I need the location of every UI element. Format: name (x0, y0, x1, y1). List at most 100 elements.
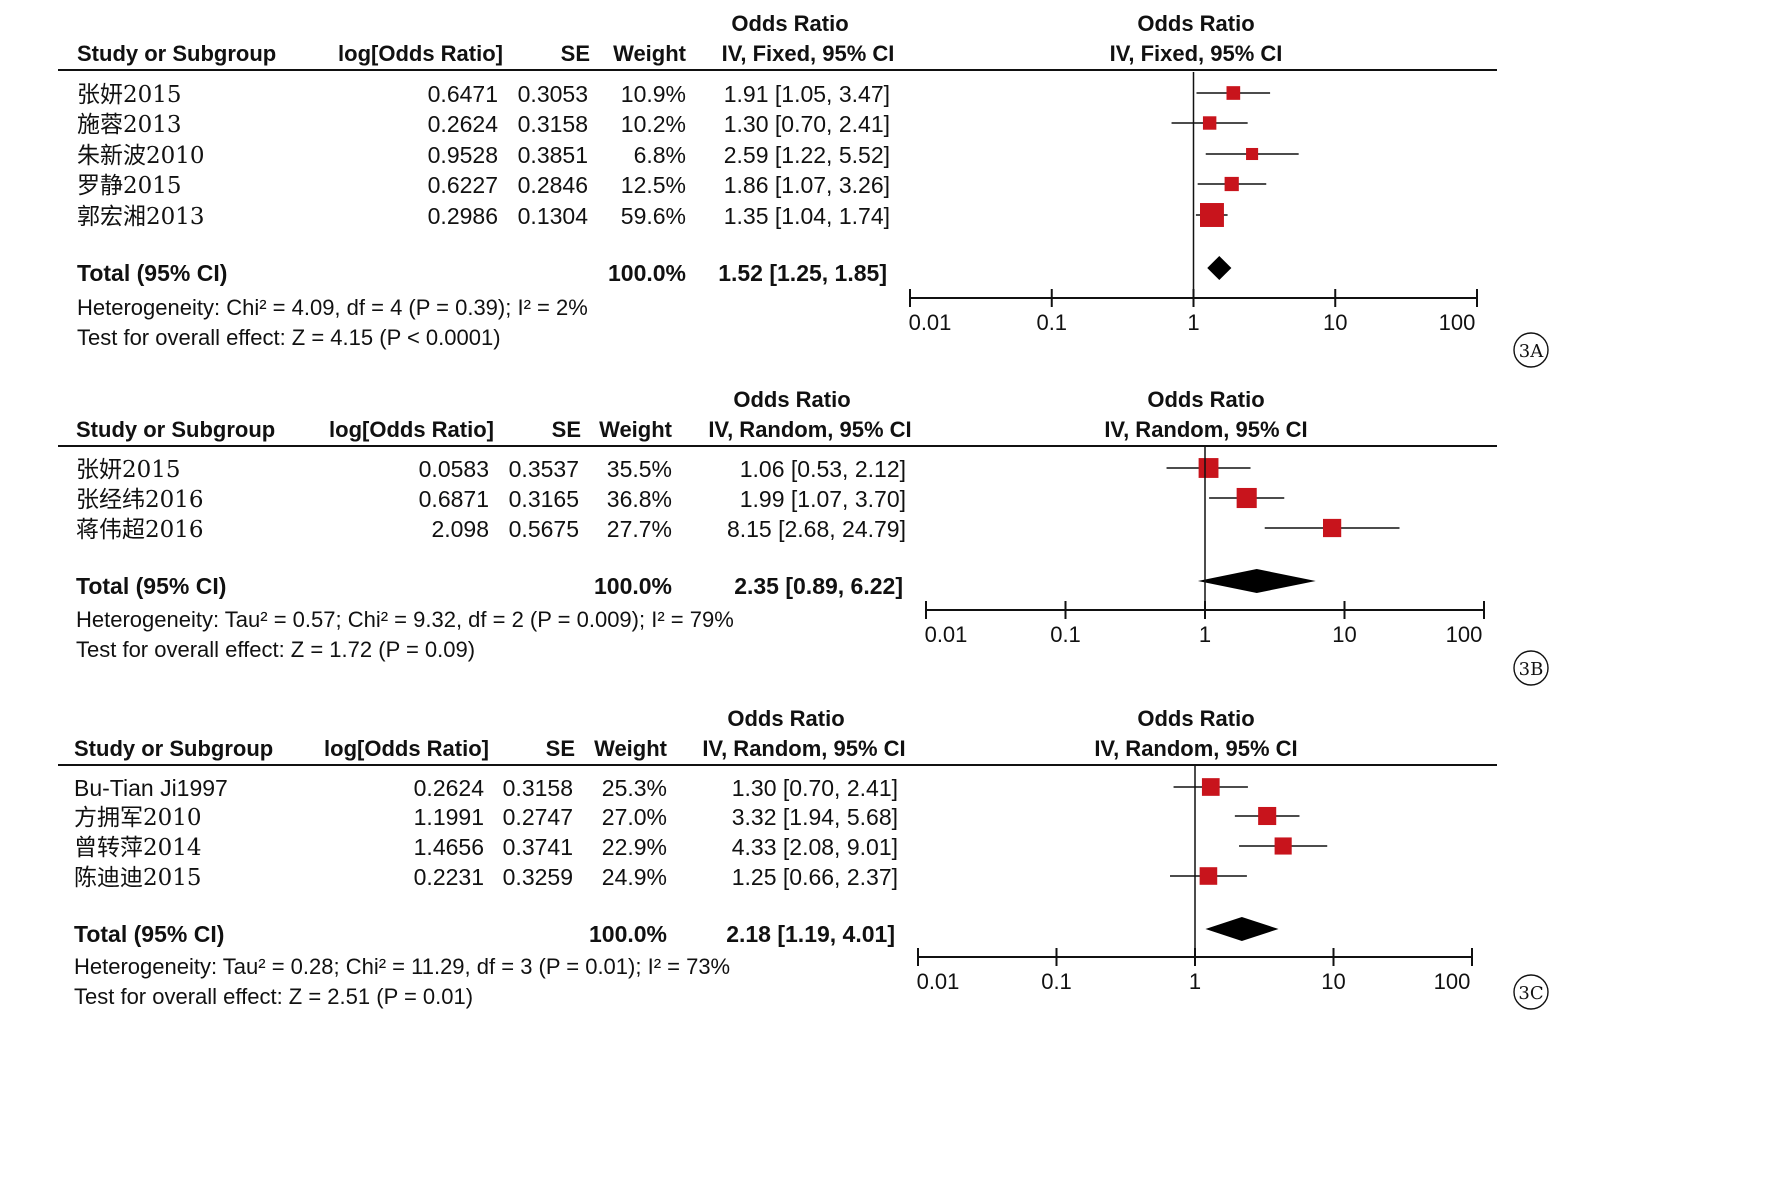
summary-diamond (1207, 256, 1232, 280)
study-log-or: 0.2624 (414, 775, 485, 801)
study-marker (1236, 487, 1257, 509)
study-log-or: 0.2986 (428, 203, 498, 229)
study-name: 施蓉2013 (77, 112, 182, 138)
header-study: Study or Subgroup (74, 736, 273, 761)
forest-panel-3a: Odds Ratio Odds Ratio Study or Subgroup log… (58, 11, 1549, 368)
study-marker (1226, 86, 1241, 100)
header-plot-method: IV, Fixed, 95% CI (1110, 41, 1283, 66)
heterogeneity-text: Heterogeneity: Tau² = 0.28; Chi² = 11.29… (74, 954, 730, 979)
header-plot-odds-ratio: Odds Ratio (1137, 11, 1254, 36)
total-weight: 100.0% (594, 573, 672, 599)
study-log-or: 2.098 (431, 516, 489, 542)
study-name: 张妍2015 (77, 82, 182, 108)
panel-label: 3C (1518, 983, 1543, 1004)
study-log-or: 0.6871 (419, 486, 489, 512)
study-weight: 24.9% (602, 864, 667, 890)
heterogeneity-text: Heterogeneity: Chi² = 4.09, df = 4 (P = … (77, 295, 588, 320)
summary-diamond (1205, 917, 1279, 941)
study-or-ci: 1.35 [1.04, 1.74] (724, 203, 890, 229)
summary-diamond (1197, 569, 1316, 593)
study-name: 陈迪迪2015 (74, 865, 202, 891)
header-se: SE (561, 41, 590, 66)
study-se: 0.2846 (518, 172, 588, 198)
study-name: 蒋伟超2016 (76, 517, 204, 543)
study-name: 方拥军2010 (74, 805, 202, 831)
study-marker (1201, 778, 1220, 796)
study-marker (1198, 458, 1219, 478)
header-plot-method: IV, Random, 95% CI (1104, 417, 1307, 442)
forest-panel-3c: Odds Ratio Odds Ratio Study or Subgroup log… (58, 706, 1549, 1010)
header-odds-ratio: Odds Ratio (731, 11, 848, 36)
x-axis-tick-label: 100 (1434, 969, 1471, 994)
total-or-ci: 2.35 [0.89, 6.22] (734, 573, 903, 599)
x-axis-tick-label: 10 (1321, 969, 1345, 994)
study-se: 0.3851 (518, 142, 588, 168)
study-marker (1258, 806, 1277, 826)
header-log-odds-ratio: log[Odds Ratio] (329, 417, 494, 442)
total-label: Total (95% CI) (77, 260, 227, 286)
study-weight: 25.3% (602, 775, 667, 801)
study-se: 0.3741 (503, 834, 573, 860)
study-weight: 6.8% (634, 142, 686, 168)
study-marker (1199, 867, 1218, 885)
study-or-ci: 1.30 [0.70, 2.41] (732, 775, 898, 801)
study-weight: 10.2% (621, 111, 686, 137)
total-label: Total (95% CI) (76, 573, 226, 599)
study-or-ci: 1.30 [0.70, 2.41] (724, 111, 890, 137)
header-se: SE (546, 736, 575, 761)
study-se: 0.5675 (509, 516, 579, 542)
header-log-odds-ratio: log[Odds Ratio] (324, 736, 489, 761)
overall-effect-text: Test for overall effect: Z = 1.72 (P = 0… (76, 637, 475, 662)
overall-effect-text: Test for overall effect: Z = 4.15 (P < 0… (77, 325, 501, 350)
study-name: Bu-Tian Ji1997 (74, 775, 228, 801)
study-or-ci: 1.06 [0.53, 2.12] (740, 456, 906, 482)
header-weight: Weight (594, 736, 668, 761)
study-name: 郭宏湘2013 (77, 204, 205, 230)
header-se: SE (552, 417, 581, 442)
study-name: 朱新波2010 (77, 143, 205, 169)
header-plot-odds-ratio: Odds Ratio (1137, 706, 1254, 731)
study-or-ci: 3.32 [1.94, 5.68] (732, 804, 898, 830)
header-log-odds-ratio: log[Odds Ratio] (338, 41, 503, 66)
x-axis-tick-label: 0.1 (1036, 310, 1067, 335)
total-weight: 100.0% (608, 260, 686, 286)
study-se: 0.3537 (509, 456, 579, 482)
total-weight: 100.0% (589, 921, 667, 947)
study-log-or: 0.6471 (428, 81, 498, 107)
study-weight: 36.8% (607, 486, 672, 512)
study-or-ci: 4.33 [2.08, 9.01] (732, 834, 898, 860)
study-weight: 59.6% (621, 203, 686, 229)
forest-panel-3b: Odds Ratio Odds Ratio Study or Subgroup log… (58, 387, 1549, 686)
x-axis-tick-label: 0.1 (1050, 622, 1081, 647)
header-or-method: IV, Random, 95% CI (708, 417, 911, 442)
x-axis-tick-label: 10 (1332, 622, 1356, 647)
header-plot-odds-ratio: Odds Ratio (1147, 387, 1264, 412)
study-weight: 27.7% (607, 516, 672, 542)
study-log-or: 1.1991 (414, 804, 484, 830)
study-log-or: 0.2624 (428, 111, 499, 137)
study-weight: 12.5% (621, 172, 686, 198)
x-axis-tick-label: 0.1 (1041, 969, 1072, 994)
x-axis-tick-label: 1 (1189, 969, 1201, 994)
x-axis-tick-label: 0.01 (917, 969, 960, 994)
x-axis-tick-label: 1 (1199, 622, 1211, 647)
header-study: Study or Subgroup (77, 41, 276, 66)
study-name: 张经纬2016 (76, 487, 204, 513)
study-marker (1200, 203, 1224, 227)
total-or-ci: 1.52 [1.25, 1.85] (718, 260, 887, 286)
x-axis-tick-label: 100 (1446, 622, 1483, 647)
study-se: 0.3158 (503, 775, 573, 801)
study-weight: 27.0% (602, 804, 667, 830)
heterogeneity-text: Heterogeneity: Tau² = 0.57; Chi² = 9.32,… (76, 607, 734, 632)
study-marker (1322, 518, 1342, 538)
study-log-or: 0.2231 (414, 864, 484, 890)
study-or-ci: 1.91 [1.05, 3.47] (724, 81, 890, 107)
header-plot-method: IV, Random, 95% CI (1094, 736, 1297, 761)
x-axis-tick-label: 1 (1187, 310, 1199, 335)
study-log-or: 0.6227 (428, 172, 498, 198)
study-or-ci: 1.25 [0.66, 2.37] (732, 864, 898, 890)
total-or-ci: 2.18 [1.19, 4.01] (726, 921, 895, 947)
study-se: 0.3259 (503, 864, 573, 890)
study-se: 0.3165 (509, 486, 579, 512)
